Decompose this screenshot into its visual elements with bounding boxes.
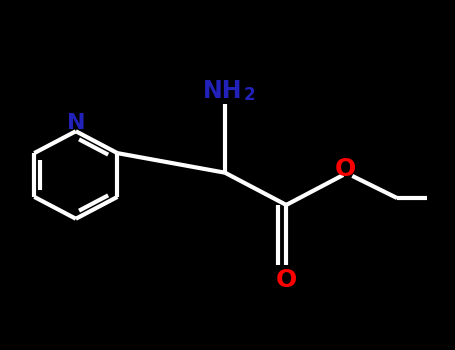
Text: O: O xyxy=(335,158,356,181)
Text: NH: NH xyxy=(202,79,242,103)
Text: N: N xyxy=(66,113,85,133)
Text: 2: 2 xyxy=(243,86,255,104)
Text: O: O xyxy=(276,268,297,292)
